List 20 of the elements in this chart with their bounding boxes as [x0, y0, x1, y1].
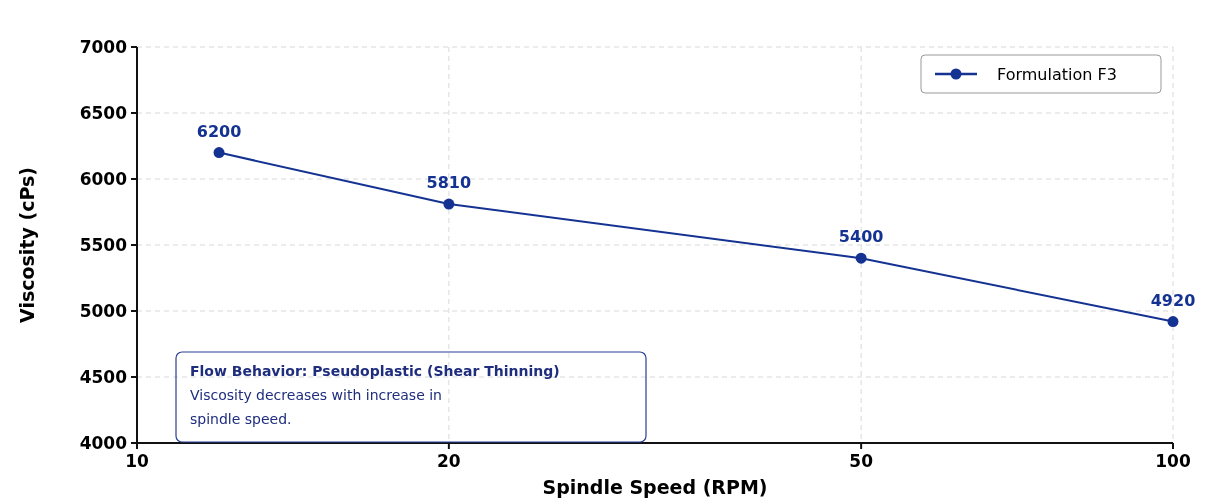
data-label: 5810	[426, 173, 472, 193]
annotation: Viscosity decreases with increase in spindle speed.	[190, 387, 442, 427]
x-tick-label: 20	[437, 451, 461, 471]
x-tick-label: 50	[849, 451, 874, 471]
data-label: 4920	[1150, 290, 1196, 310]
legend-label: Formulation F3	[997, 65, 1117, 84]
x-axis-title: Spindle Speed (RPM)	[542, 476, 768, 498]
y-tick-label: 4500	[79, 367, 128, 387]
x-tick-label: 10	[125, 451, 149, 471]
y-tick-label: 5500	[79, 235, 128, 255]
y-tick-label: 7000	[79, 37, 128, 57]
y-tick-label: 5000	[79, 301, 128, 321]
y-tick-label: 4000	[79, 433, 128, 453]
y-tick-label: 6500	[79, 103, 128, 123]
y-axis-title: Viscosity (cPs)	[16, 167, 38, 323]
y-tick-label: 6000	[79, 169, 128, 189]
annotation: Flow Behavior: Pseudoplastic (Shear Thinning)	[190, 363, 560, 379]
x-tick-label: 100	[1155, 451, 1191, 471]
data-label: 5400	[838, 227, 884, 247]
data-label: 6200	[196, 121, 242, 141]
